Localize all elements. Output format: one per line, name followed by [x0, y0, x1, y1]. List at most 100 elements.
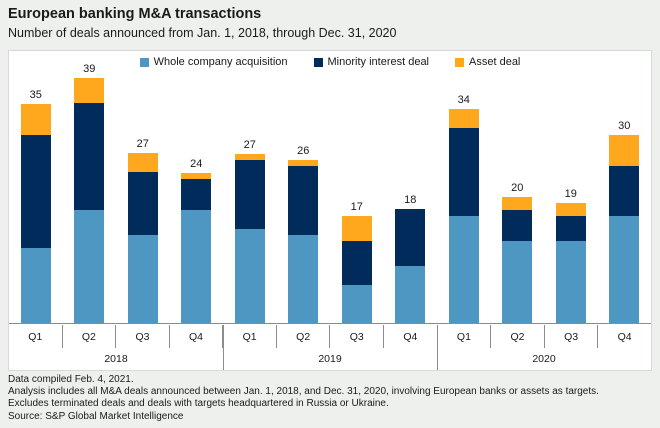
bar-segment-asset-deal [20, 104, 51, 135]
axis-quarter-label: Q4 [597, 325, 651, 348]
bar-segment-whole-company-acquisition [127, 235, 158, 323]
legend-item: Asset deal [455, 56, 520, 68]
bar-column: 34 [437, 71, 491, 323]
axis-quarter-label: Q3 [329, 325, 383, 348]
stacked-bar [341, 216, 372, 323]
bar-segment-whole-company-acquisition [74, 210, 105, 323]
bar-total-label: 18 [404, 194, 417, 206]
bar-total-label: 19 [564, 188, 577, 200]
bar-segment-asset-deal [181, 173, 212, 179]
bar-total-label: 27 [243, 139, 256, 151]
bar-segment-asset-deal [341, 216, 372, 241]
bar-segment-asset-deal [502, 197, 533, 210]
bar-total-label: 24 [190, 158, 203, 170]
bar-column: 26 [277, 71, 331, 323]
bar-column: 19 [544, 71, 598, 323]
bar-segment-minority-interest-deal [181, 179, 212, 210]
bar-segment-minority-interest-deal [20, 135, 51, 248]
bar-segment-whole-company-acquisition [448, 216, 479, 323]
axis-quarter-label: Q3 [115, 325, 169, 348]
bar-total-label: 35 [29, 89, 42, 101]
bar-segment-whole-company-acquisition [288, 235, 319, 323]
stacked-bar [20, 104, 51, 323]
legend-label: Minority interest deal [327, 56, 430, 68]
bar-segment-asset-deal [74, 78, 105, 103]
bar-segment-minority-interest-deal [609, 166, 640, 216]
bar-segment-minority-interest-deal [127, 172, 158, 235]
bar-column: 24 [170, 71, 224, 323]
footnote-line: Excludes terminated deals and deals with… [8, 398, 389, 410]
axis-quarter-label: Q2 [275, 325, 330, 348]
page-subtitle: Number of deals announced from Jan. 1, 2… [8, 26, 397, 40]
bar-segment-minority-interest-deal [555, 216, 586, 241]
bar-column: 27 [223, 71, 277, 323]
bar-column: 17 [330, 71, 384, 323]
bar-segment-asset-deal [609, 135, 640, 166]
bar-segment-minority-interest-deal [502, 210, 533, 241]
bar-segment-minority-interest-deal [74, 103, 105, 210]
stacked-bar [448, 109, 479, 323]
bar-total-label: 26 [297, 145, 310, 157]
bar-segment-whole-company-acquisition [341, 285, 372, 323]
bar-column: 30 [598, 71, 652, 323]
bar-total-label: 17 [350, 201, 363, 213]
bar-total-label: 34 [457, 94, 470, 106]
stacked-bar [555, 203, 586, 323]
chart-legend: Whole company acquisition Minority intere… [9, 56, 651, 68]
bar-column: 39 [63, 63, 117, 323]
bar-segment-whole-company-acquisition [555, 241, 586, 323]
legend-swatch-icon [313, 57, 323, 67]
bar-segment-asset-deal [127, 153, 158, 172]
legend-label: Asset deal [469, 56, 521, 68]
page-title: European banking M&A transactions [8, 6, 262, 22]
footnote-line: Analysis includes all M&A deals announce… [8, 386, 599, 398]
year-separator [437, 325, 438, 370]
bar-segment-minority-interest-deal [234, 160, 265, 229]
bar-segment-whole-company-acquisition [234, 229, 265, 323]
bar-segment-minority-interest-deal [395, 209, 426, 266]
bar-total-label: 30 [618, 120, 631, 132]
axis-quarter-label: Q1 [436, 325, 491, 348]
bar-segment-whole-company-acquisition [181, 210, 212, 323]
axis-year-label: 2018 [104, 353, 128, 365]
bar-total-label: 27 [136, 138, 149, 150]
chart-plot: 35 39 27 24 27 26 17 18 34 20 19 30 [9, 63, 652, 324]
stacked-bar [181, 173, 212, 323]
axis-quarter-label: Q2 [490, 325, 544, 348]
legend-item: Minority interest deal [313, 56, 430, 68]
bar-column: 27 [116, 71, 170, 323]
bar-segment-whole-company-acquisition [20, 248, 51, 323]
bar-segment-whole-company-acquisition [395, 266, 426, 323]
year-separator [223, 325, 224, 370]
stacked-bar [234, 154, 265, 323]
stacked-bar [288, 160, 319, 323]
axis-quarter-label: Q1 [222, 325, 276, 348]
bar-total-label: 39 [83, 63, 96, 75]
axis-quarter-label: Q1 [28, 330, 43, 343]
bar-total-label: 20 [511, 182, 524, 194]
bar-segment-asset-deal [555, 203, 586, 216]
chart-footnotes: Data compiled Feb. 4, 2021. Analysis incl… [8, 374, 599, 423]
bar-column: 20 [491, 71, 545, 323]
bar-segment-asset-deal [448, 109, 479, 128]
bar-segment-asset-deal [234, 154, 265, 160]
axis-quarter-label: Q2 [61, 325, 116, 348]
axis-quarter-row: Q1 Q2 Q3 Q4 Q1 Q2 Q3 Q4 Q1 Q2 Q3 Q4 [9, 325, 651, 348]
stacked-bar [609, 135, 640, 323]
legend-item: Whole company acquisition [139, 56, 288, 68]
bar-segment-minority-interest-deal [448, 128, 479, 216]
chart-panel: Whole company acquisition Minority intere… [8, 50, 652, 371]
axis-year-row: 2018 2019 2020 [9, 348, 651, 370]
bar-column: 35 [9, 71, 63, 323]
bar-segment-minority-interest-deal [341, 241, 372, 285]
axis-year-label: 2020 [532, 353, 556, 365]
footnote-line: Data compiled Feb. 4, 2021. [8, 374, 134, 385]
stacked-bar [74, 78, 105, 323]
footnote-line: Source: S&P Global Market Intelligence [8, 410, 184, 422]
axis-quarter-label: Q4 [383, 325, 437, 348]
legend-label: Whole company acquisition [153, 56, 288, 68]
axis-year-label: 2019 [318, 353, 342, 365]
legend-swatch-icon [139, 57, 149, 67]
stacked-bar [395, 209, 426, 323]
